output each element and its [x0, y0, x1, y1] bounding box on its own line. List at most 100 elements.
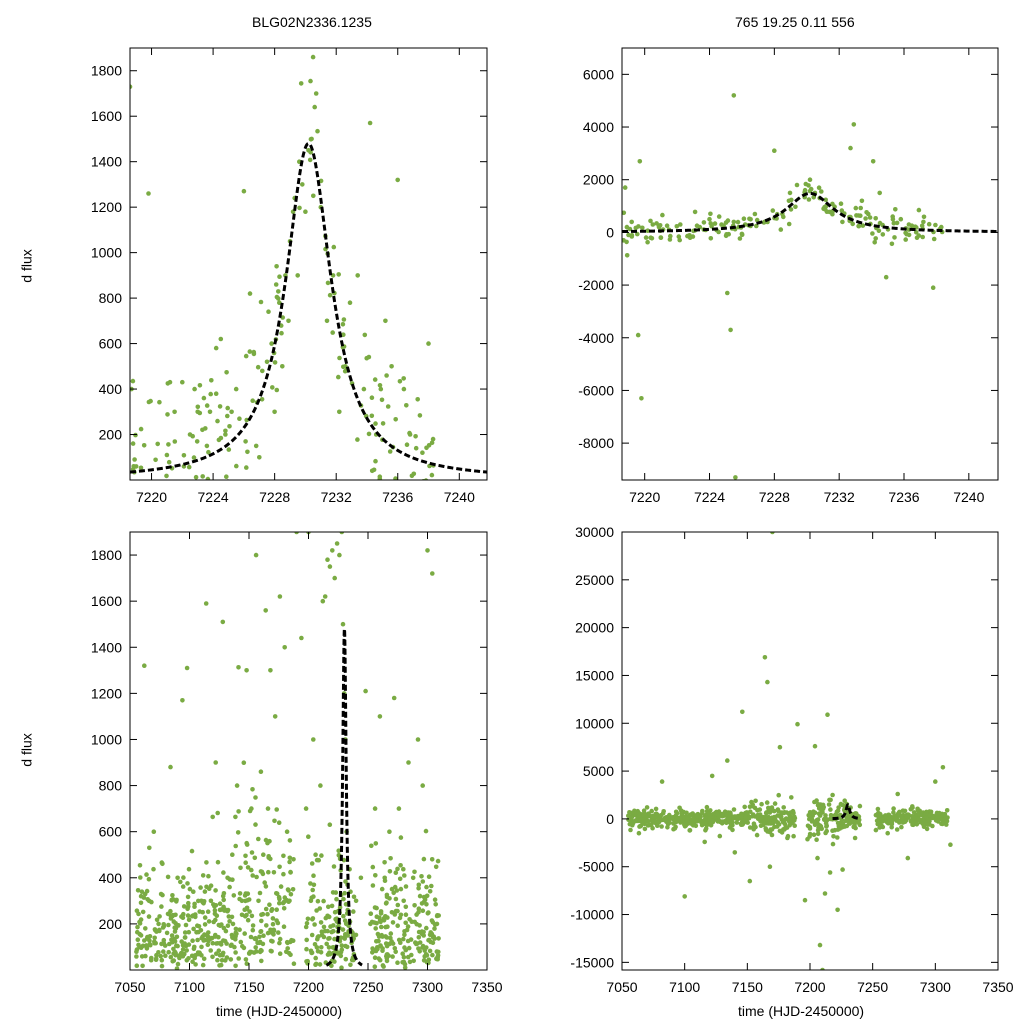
data-point-bottom-left — [250, 923, 256, 928]
data-point-bottom-right — [911, 810, 917, 815]
data-point-bottom-right — [754, 832, 760, 838]
axes-frame-top-right — [621, 47, 999, 481]
data-point-bottom-right — [924, 815, 929, 820]
data-point-bottom-left — [159, 963, 165, 969]
data-point-bottom-left — [173, 952, 178, 958]
data-point-bottom-left — [277, 864, 282, 870]
panel-top-left: 200 400 600 800 1000 1200 1400 1600 1800 7220 7224… — [91, 47, 488, 520]
data-point-top-left — [204, 443, 210, 449]
data-point-bottom-left — [238, 939, 244, 945]
data-point-top-left — [191, 455, 197, 460]
data-point-top-right — [916, 207, 922, 213]
data-point-bottom-left — [334, 896, 339, 902]
data-point-bottom-left — [208, 948, 213, 953]
data-point-bottom-right — [766, 805, 771, 811]
data-point-bottom-left — [311, 873, 316, 878]
data-point-bottom-left — [338, 953, 344, 959]
data-point-bottom-right — [842, 798, 847, 803]
data-point-bottom-right — [920, 821, 926, 827]
x-tick-label-top-right: 7228 — [759, 489, 790, 505]
data-point-bottom-left — [272, 818, 277, 824]
data-point-bottom-left — [218, 962, 224, 968]
data-point-bottom-right — [674, 816, 680, 821]
data-point-top-right — [701, 220, 707, 225]
data-point-bottom-left — [172, 936, 177, 942]
data-point-top-left — [131, 515, 136, 520]
data-point-bottom-left — [223, 928, 229, 934]
data-point-bottom-left — [186, 866, 192, 872]
data-point-bottom-left — [233, 926, 239, 932]
data-point-bottom-left — [343, 879, 348, 884]
data-point-bottom-left — [138, 933, 144, 938]
data-point-bottom-right — [702, 839, 707, 845]
data-point-bottom-left — [267, 902, 272, 907]
data-point-bottom-left — [330, 548, 335, 553]
data-point-bottom-left — [261, 852, 266, 857]
data-point-top-left — [244, 417, 249, 423]
data-point-top-left — [244, 465, 249, 470]
panel-bottom-right: -15000 -10000 -5000 0 5000 10000 15000 20000 250… — [570, 524, 1013, 995]
data-point-top-left — [379, 397, 385, 403]
data-point-bottom-left — [244, 840, 249, 846]
data-point-top-left — [204, 403, 210, 408]
data-point-top-right — [906, 232, 912, 238]
data-point-bottom-right — [818, 811, 824, 816]
data-point-bottom-right — [776, 792, 781, 798]
data-point-bottom-right — [637, 824, 642, 829]
data-point-top-left — [251, 351, 257, 357]
data-point-bottom-left — [243, 957, 249, 962]
data-point-bottom-right — [763, 826, 768, 831]
data-point-bottom-left — [412, 869, 417, 875]
data-point-bottom-right — [839, 817, 845, 823]
data-point-bottom-left — [243, 860, 248, 865]
data-point-top-left — [245, 449, 250, 455]
data-point-bottom-left — [338, 949, 344, 955]
data-point-bottom-left — [395, 960, 400, 965]
data-point-bottom-right — [825, 712, 830, 717]
data-point-bottom-left — [332, 575, 338, 581]
data-point-bottom-left — [410, 875, 416, 881]
y-tick-label-top-right: -6000 — [578, 382, 614, 398]
data-point-top-left — [186, 464, 192, 470]
data-point-bottom-right — [877, 811, 883, 817]
data-point-top-left — [393, 417, 399, 422]
data-point-bottom-right — [789, 795, 794, 800]
data-point-bottom-left — [193, 962, 198, 967]
data-point-bottom-left — [285, 887, 291, 892]
data-point-bottom-left — [230, 852, 235, 857]
data-point-bottom-left — [339, 532, 345, 535]
data-point-bottom-right — [827, 870, 833, 875]
y-tick-label-bottom-left: 200 — [99, 916, 123, 932]
data-point-top-right — [656, 224, 662, 229]
data-point-bottom-left — [143, 953, 148, 959]
data-point-bottom-left — [259, 918, 264, 924]
data-point-bottom-left — [305, 958, 311, 964]
x-tick-label-bottom-right: 7050 — [606, 979, 637, 995]
data-point-bottom-right — [815, 831, 821, 837]
data-point-top-right — [889, 241, 895, 247]
data-point-top-left — [172, 439, 178, 444]
data-point-bottom-right — [879, 823, 884, 828]
data-point-bottom-left — [245, 865, 251, 870]
data-point-top-right — [643, 235, 649, 240]
data-point-bottom-left — [430, 571, 435, 576]
data-point-top-left — [372, 377, 378, 382]
data-point-bottom-left — [134, 908, 140, 913]
data-point-bottom-left — [282, 895, 288, 900]
data-point-top-right — [622, 238, 626, 243]
data-point-bottom-left — [243, 853, 248, 859]
data-point-bottom-left — [139, 889, 145, 894]
data-point-bottom-left — [331, 928, 336, 934]
data-point-top-left — [250, 398, 255, 404]
data-point-bottom-right — [653, 806, 659, 812]
data-point-bottom-left — [146, 914, 152, 919]
data-point-top-left — [312, 104, 318, 110]
data-point-bottom-right — [748, 809, 753, 814]
data-point-top-left — [273, 282, 279, 287]
data-point-bottom-left — [383, 924, 389, 930]
data-point-bottom-left — [137, 944, 142, 950]
data-point-bottom-right — [782, 810, 787, 815]
data-point-bottom-left — [321, 934, 327, 940]
data-point-bottom-left — [200, 873, 206, 878]
data-point-bottom-right — [690, 823, 696, 828]
